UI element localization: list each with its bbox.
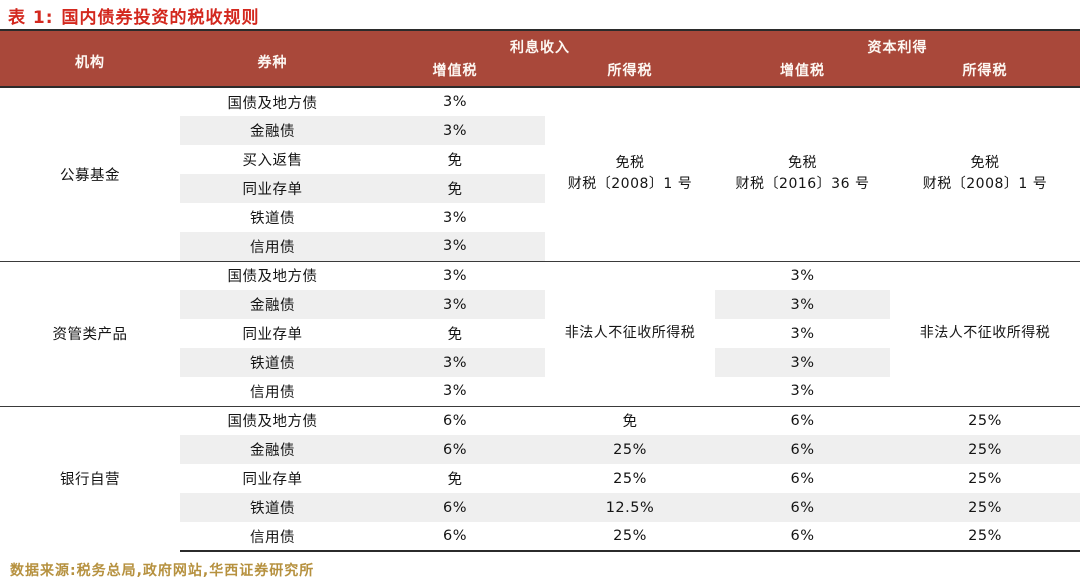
cell-bond: 同业存单: [180, 174, 365, 203]
cell-bond: 同业存单: [242, 472, 303, 488]
cell-bond: 国债及地方债: [180, 405, 365, 435]
table-row: 铁道债 3% 3%: [0, 348, 1080, 377]
cell-institution: 银行自营: [0, 405, 180, 551]
cell-interest-income-tax: 25%: [545, 522, 715, 552]
merged-line-1: 免税: [970, 155, 1000, 172]
table-row: 信用债 3%: [0, 232, 1080, 261]
data-source-note: 数据来源:税务总局,政府网站,华西证券研究所: [10, 563, 315, 579]
header-capital-vat: 增值税: [715, 57, 890, 87]
table-row: 资管类产品 国债及地方债 3% 非法人不征收所得税 3% 非法人不征收所得税: [0, 260, 1080, 406]
table-row: 金融债 3%: [0, 116, 1080, 145]
cell-bond: 国债及地方债: [180, 260, 365, 290]
cell-capital-income-tax: 25%: [890, 405, 1080, 435]
cell-interest-vat: 3%: [365, 116, 545, 145]
cell-interest-vat: 6%: [365, 522, 545, 552]
cell-merged-interest-income-tax: 免税 财税〔2008〕1 号: [545, 87, 715, 261]
table-row: 金融债 6% 25% 6% 25%: [0, 435, 1080, 464]
cell-capital-vat: 3%: [715, 290, 890, 319]
table-title-text: 国内债券投资的税收规则: [61, 7, 260, 28]
cell-capital-income-tax: 25%: [890, 522, 1080, 552]
merged-line-1: 免税: [788, 155, 817, 172]
cell-interest-vat: 3%: [442, 209, 467, 226]
cell-merged-interest-income-tax: 非法人不征收所得税: [545, 260, 715, 406]
cell-capital-vat: 3%: [715, 260, 890, 290]
tax-rules-table: 机构 券种 利息收入 资本利得 增值税 所得税 增值税 所得税 公募基金 国债及…: [0, 29, 1080, 552]
cell-capital-vat: 3%: [790, 325, 815, 342]
cell-capital-vat: 6%: [715, 405, 890, 435]
cell-institution: 公募基金: [60, 167, 120, 184]
cell-bond: 信用债: [180, 522, 365, 552]
cell-capital-vat: 6%: [715, 493, 890, 522]
cell-interest-vat: 3%: [365, 348, 545, 377]
cell-bond: 金融债: [180, 290, 365, 319]
cell-bond: 信用债: [250, 384, 295, 401]
table-row: 信用债 6% 25% 6% 25%: [0, 522, 1080, 552]
cell-interest-income-tax: 免: [545, 405, 715, 435]
merged-line-2: 财税〔2016〕36 号: [735, 176, 870, 193]
cell-bond: 买入返售: [242, 153, 303, 169]
table-row: 买入返售 免: [0, 145, 1080, 174]
cell-bond: 国债及地方债: [227, 95, 318, 112]
header-interest-vat: 增值税: [365, 57, 545, 87]
cell-interest-vat: 免: [447, 153, 463, 169]
table-row: 铁道债 3%: [0, 203, 1080, 232]
cell-bond: 同业存单: [242, 327, 303, 343]
table-row: 银行自营 国债及地方债 6% 免 6% 25%: [0, 405, 1080, 551]
cell-bond: 铁道债: [250, 211, 295, 227]
table-footer: 数据来源:税务总局,政府网站,华西证券研究所: [0, 552, 1080, 580]
table-row: 信用债 3% 3%: [0, 377, 1080, 406]
cell-capital-income-tax: 25%: [968, 470, 1002, 487]
cell-capital-income-tax: 25%: [890, 493, 1080, 522]
cell-interest-vat: 6%: [365, 405, 545, 435]
cell-interest-vat: 6%: [365, 493, 545, 522]
header-bond-type: 券种: [180, 30, 365, 87]
merged-line-2: 财税〔2008〕1 号: [922, 176, 1048, 193]
cell-interest-income-tax: 25%: [613, 470, 647, 487]
cell-merged-capital-vat: 免税 财税〔2016〕36 号: [715, 87, 890, 261]
cell-interest-vat: 3%: [365, 260, 545, 290]
merged-line-1: 免税: [615, 155, 645, 172]
header-capital-gains: 资本利得: [715, 30, 1080, 57]
cell-capital-vat: 6%: [715, 522, 890, 552]
cell-interest-vat: 免: [447, 327, 463, 343]
cell-capital-vat: 3%: [715, 348, 890, 377]
cell-interest-vat: 免: [447, 472, 463, 488]
cell-bond: 金融债: [180, 116, 365, 145]
cell-capital-vat: 6%: [715, 435, 890, 464]
cell-interest-vat: 3%: [442, 94, 467, 110]
table-title: 表 1: 国内债券投资的税收规则: [0, 0, 1080, 29]
table-row: 同业存单 免: [0, 174, 1080, 203]
cell-bond: 信用债: [180, 232, 365, 261]
table-row: 铁道债 6% 12.5% 6% 25%: [0, 493, 1080, 522]
cell-capital-income-tax: 25%: [890, 435, 1080, 464]
cell-merged-capital-income-tax: 免税 财税〔2008〕1 号: [890, 87, 1080, 261]
header-institution: 机构: [0, 30, 180, 87]
cell-capital-vat: 3%: [790, 383, 815, 400]
table-header: 机构 券种 利息收入 资本利得 增值税 所得税 增值税 所得税: [0, 30, 1080, 87]
cell-interest-vat: 3%: [365, 290, 545, 319]
header-interest-income-tax: 所得税: [545, 57, 715, 87]
header-capital-income-tax: 所得税: [890, 57, 1080, 87]
cell-interest-vat: 6%: [365, 435, 545, 464]
cell-bond: 金融债: [180, 435, 365, 464]
table-row: 公募基金 国债及地方债 3% 免税 财税〔2008〕1 号 免税 财税〔2016…: [0, 87, 1080, 192]
cell-interest-vat: 3%: [365, 232, 545, 261]
cell-bond: 铁道债: [180, 493, 365, 522]
merged-line-2: 财税〔2008〕1 号: [567, 176, 693, 193]
cell-capital-vat: 6%: [790, 470, 815, 487]
cell-merged-capital-income-tax: 非法人不征收所得税: [890, 260, 1080, 406]
header-interest-income: 利息收入: [365, 30, 715, 57]
table-row: 同业存单 免 3%: [0, 319, 1080, 348]
cell-interest-income-tax: 12.5%: [545, 493, 715, 522]
cell-bond: 铁道债: [180, 348, 365, 377]
cell-interest-vat: 3%: [442, 383, 467, 400]
table-row: 金融债 3% 3%: [0, 290, 1080, 319]
cell-interest-vat: 免: [365, 174, 545, 203]
table-title-prefix: 表 1:: [8, 7, 54, 28]
cell-institution: 资管类产品: [0, 260, 180, 406]
cell-interest-income-tax: 25%: [545, 435, 715, 464]
table-row: 同业存单 免 25% 6% 25%: [0, 464, 1080, 493]
